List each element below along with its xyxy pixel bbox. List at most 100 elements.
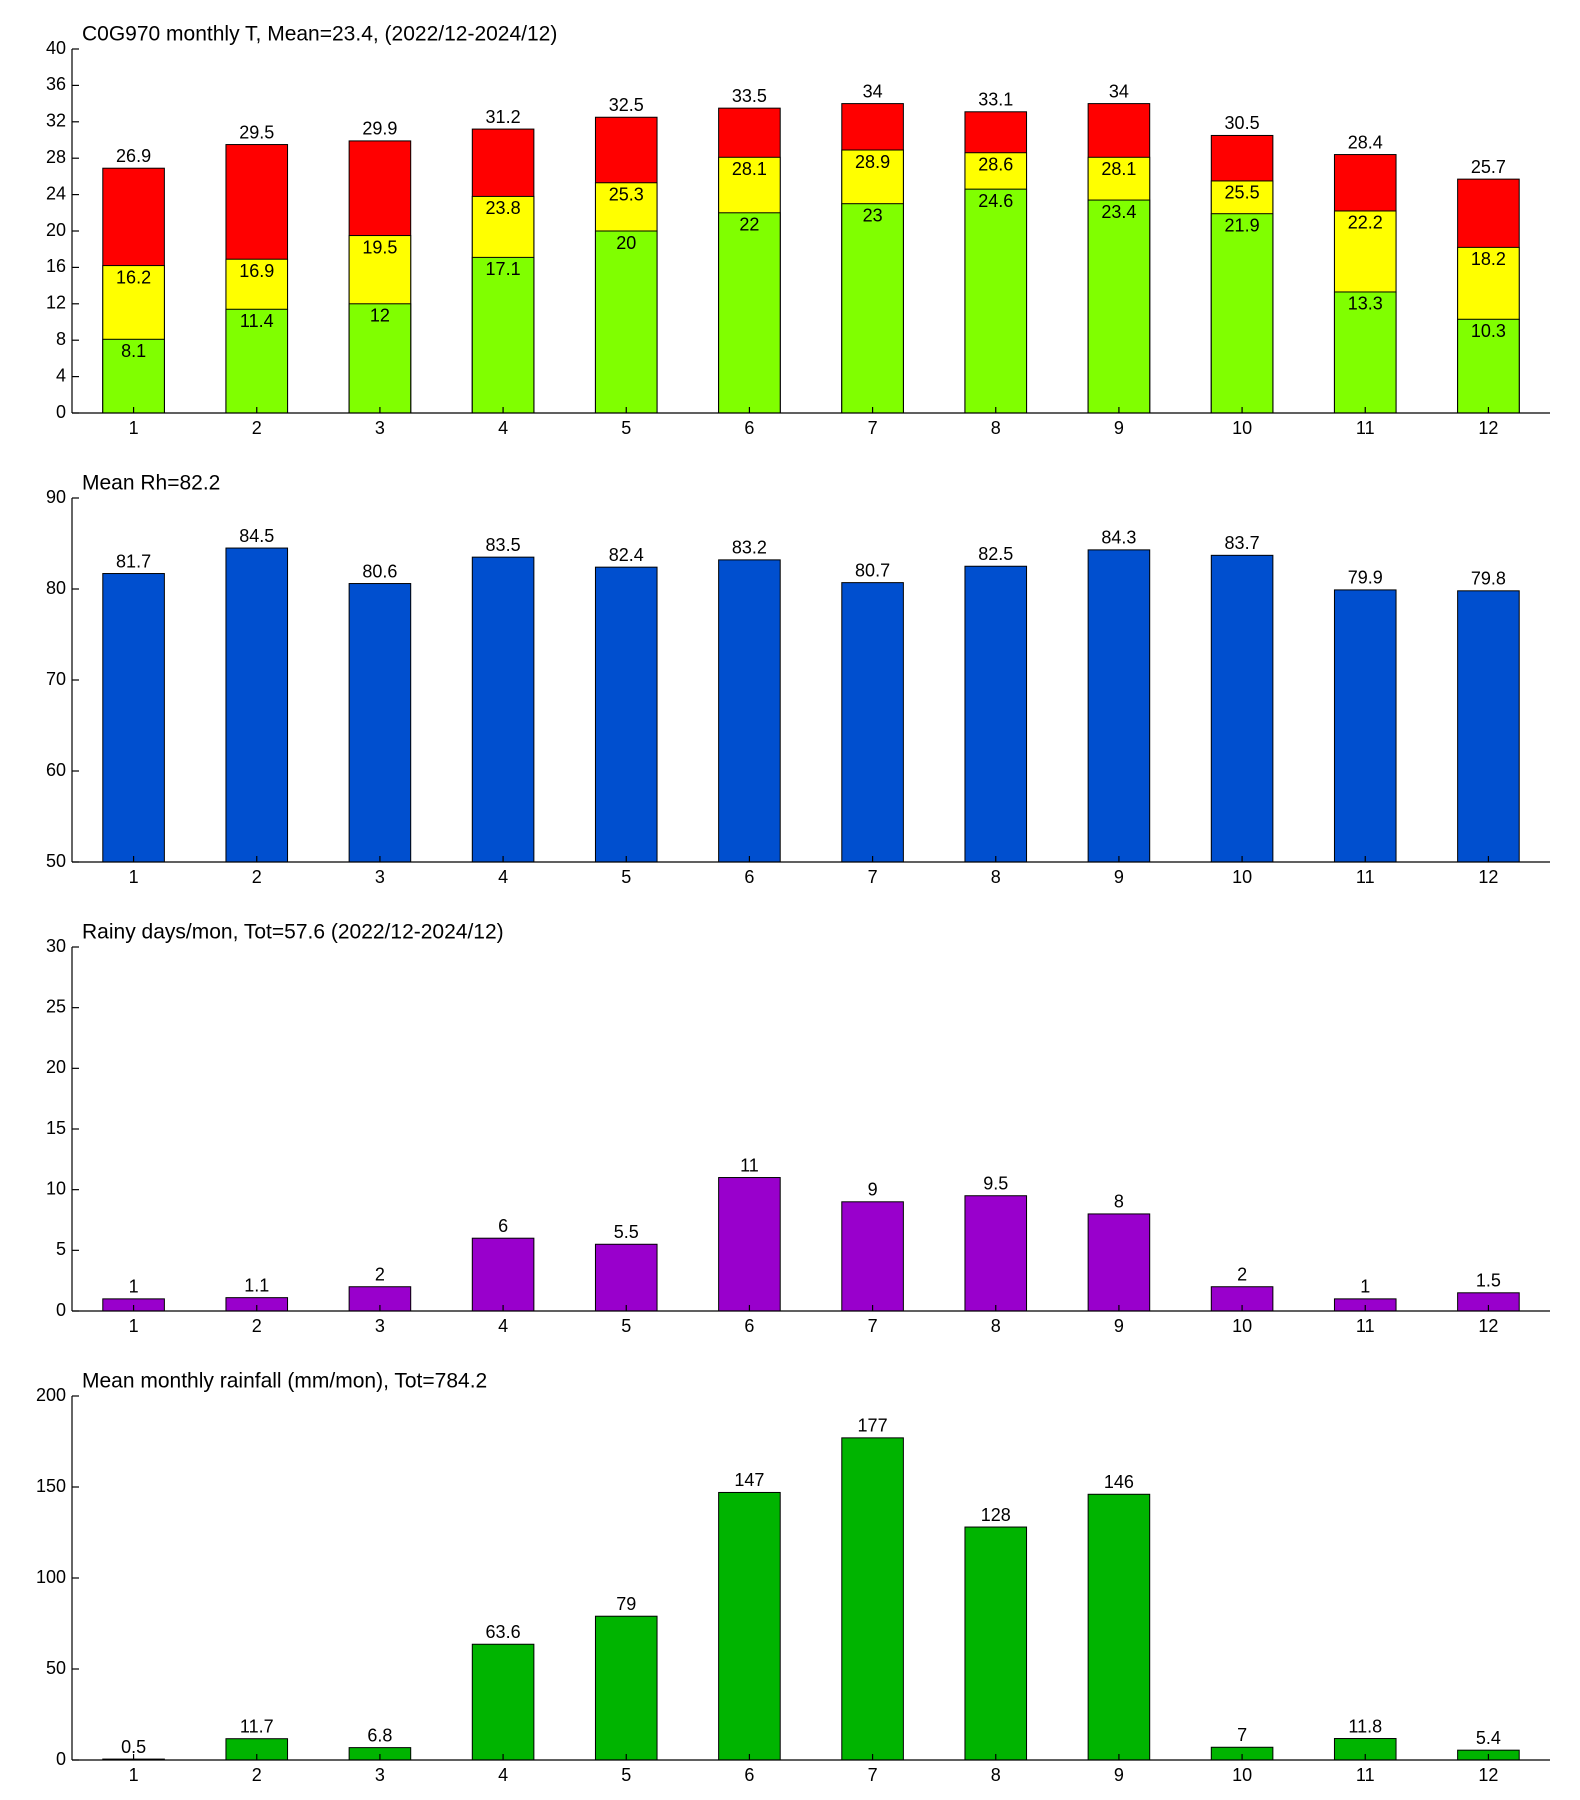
chart-title: Mean monthly rainfall (mm/mon), Tot=784.… — [82, 1370, 487, 1393]
bar — [841, 1201, 904, 1312]
value-label: 82.4 — [609, 545, 644, 565]
x-tick-label: 3 — [375, 418, 385, 438]
x-tick-label: 6 — [744, 1765, 754, 1785]
y-tick-label: 70 — [46, 669, 66, 689]
value-label: 23.8 — [486, 198, 521, 218]
value-label: 79.8 — [1471, 569, 1506, 589]
bar — [1087, 199, 1151, 414]
y-tick-label: 12 — [46, 293, 66, 313]
value-label: 6 — [498, 1216, 508, 1236]
y-tick-label: 40 — [46, 38, 66, 58]
x-tick-label: 11 — [1356, 867, 1375, 887]
x-tick-label: 3 — [375, 867, 385, 887]
y-tick-label: 0 — [56, 1300, 66, 1320]
x-tick-label: 4 — [498, 418, 508, 438]
y-tick-label: 32 — [46, 111, 66, 131]
x-tick-label: 9 — [1114, 1316, 1124, 1336]
x-tick-label: 6 — [744, 1316, 754, 1336]
bar — [594, 566, 658, 863]
x-tick-label: 5 — [621, 1765, 631, 1785]
bar — [1457, 318, 1520, 414]
bar — [471, 1237, 535, 1312]
x-tick-label: 3 — [375, 1765, 385, 1785]
y-tick-label: 28 — [46, 147, 66, 167]
x-tick-label: 11 — [1356, 418, 1375, 438]
value-label: 34 — [863, 81, 883, 101]
bar — [1210, 213, 1274, 414]
x-tick-label: 2 — [252, 867, 262, 887]
bar — [1087, 1493, 1151, 1761]
y-tick-label: 0 — [56, 1749, 66, 1769]
x-tick-label: 4 — [498, 1765, 508, 1785]
value-label: 16.9 — [239, 261, 274, 281]
value-label: 24.6 — [978, 191, 1013, 211]
y-tick-label: 0 — [56, 402, 66, 422]
value-label: 177 — [858, 1416, 888, 1436]
y-tick-label: 150 — [36, 1476, 66, 1496]
bar — [964, 1526, 1028, 1761]
value-label: 0.5 — [121, 1737, 146, 1757]
x-tick-label: 10 — [1232, 418, 1252, 438]
x-tick-label: 6 — [744, 418, 754, 438]
x-tick-label: 5 — [621, 1316, 631, 1336]
value-label: 32.5 — [609, 95, 644, 115]
value-label: 80.7 — [855, 560, 890, 580]
x-tick-label: 2 — [252, 418, 262, 438]
bar — [102, 573, 165, 863]
value-label: 16.2 — [116, 267, 151, 287]
value-label: 2 — [1237, 1264, 1247, 1284]
x-tick-label: 12 — [1478, 867, 1498, 887]
bar — [102, 338, 165, 414]
x-tick-label: 8 — [991, 1765, 1001, 1785]
y-tick-label: 90 — [46, 487, 66, 507]
value-label: 11.7 — [240, 1716, 274, 1736]
value-label: 17.1 — [486, 259, 521, 279]
x-tick-label: 7 — [868, 1316, 878, 1336]
bar — [594, 1243, 658, 1312]
y-tick-label: 30 — [46, 936, 66, 956]
x-tick-label: 7 — [868, 418, 878, 438]
bar — [471, 256, 535, 414]
bar — [718, 212, 781, 414]
bar — [1087, 549, 1151, 863]
y-tick-label: 200 — [36, 1385, 66, 1405]
bar — [718, 559, 781, 863]
value-label: 79.9 — [1348, 568, 1383, 588]
value-label: 146 — [1104, 1472, 1134, 1492]
x-tick-label: 8 — [991, 867, 1001, 887]
value-label: 29.5 — [239, 122, 274, 142]
value-label: 30.5 — [1225, 113, 1260, 133]
value-label: 147 — [734, 1470, 764, 1490]
y-tick-label: 5 — [56, 1239, 66, 1259]
x-tick-label: 10 — [1232, 1765, 1252, 1785]
bar — [718, 1177, 781, 1312]
bar — [1333, 589, 1397, 863]
y-tick-label: 100 — [36, 1567, 66, 1587]
x-tick-label: 6 — [744, 867, 754, 887]
x-tick-label: 9 — [1114, 867, 1124, 887]
value-label: 28.9 — [855, 152, 890, 172]
x-tick-label: 7 — [868, 867, 878, 887]
bar — [1087, 1213, 1151, 1312]
value-label: 2 — [375, 1264, 385, 1284]
bar — [718, 1491, 781, 1761]
value-label: 23.4 — [1101, 202, 1136, 222]
x-tick-label: 4 — [498, 1316, 508, 1336]
bar — [1210, 554, 1274, 863]
value-label: 25.7 — [1471, 157, 1506, 177]
bar — [841, 1437, 904, 1761]
value-label: 5.5 — [614, 1222, 639, 1242]
y-tick-label: 24 — [46, 183, 66, 203]
y-tick-label: 50 — [46, 1658, 66, 1678]
value-label: 28.1 — [732, 159, 767, 179]
y-tick-label: 8 — [56, 329, 66, 349]
x-tick-label: 12 — [1478, 1765, 1498, 1785]
y-tick-label: 20 — [46, 1057, 66, 1077]
value-label: 63.6 — [486, 1622, 521, 1642]
value-label: 79 — [616, 1594, 636, 1614]
bar — [471, 1643, 535, 1761]
value-label: 8.1 — [121, 341, 146, 361]
value-label: 20 — [616, 233, 636, 253]
x-tick-label: 5 — [621, 867, 631, 887]
